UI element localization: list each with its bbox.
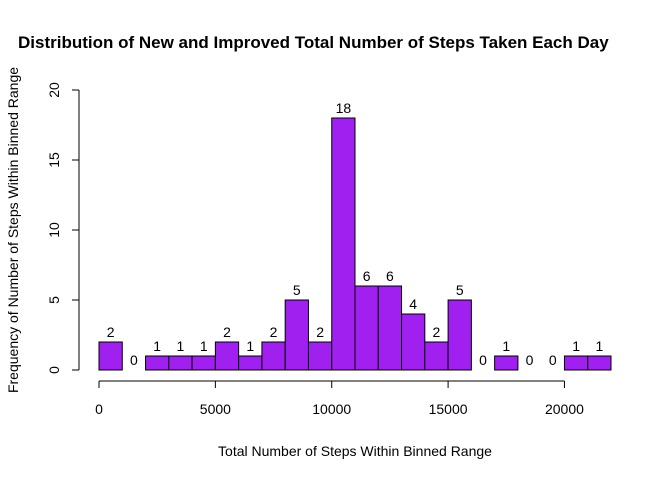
histogram-bar [307,341,333,371]
bar-data-label: 2 [107,324,115,340]
histogram-bar [331,117,356,371]
histogram-bar [494,355,519,371]
histogram-bar [354,285,379,371]
bar-data-label: 5 [456,282,464,298]
y-tick-label: 20 [46,82,62,98]
bar-data-label: 1 [153,338,161,354]
bar-data-label: 6 [386,268,394,284]
bar-data-label: 1 [572,338,580,354]
bar-data-label: 18 [336,100,352,116]
histogram-bar [214,341,240,371]
histogram-bar [261,341,286,371]
histogram-bar [238,355,263,371]
x-tick-label: 20000 [545,401,584,417]
bar-data-label: 0 [549,352,557,368]
bar-data-label: 2 [270,324,278,340]
x-tick-label: 0 [95,401,103,417]
bar-data-label: 5 [293,282,301,298]
x-tick-label: 15000 [429,401,468,417]
histogram-bar [587,355,612,371]
histogram-bar [98,341,123,371]
y-tick-label: 0 [46,366,62,374]
bar-data-label: 6 [363,268,371,284]
bar-data-label: 0 [526,352,534,368]
y-axis-label: Frequency of Number of Steps Within Binn… [5,67,21,393]
histogram-bar [377,285,403,371]
histogram-bar [424,341,449,371]
histogram-bar [447,299,472,371]
bar-data-label: 1 [200,338,208,354]
y-tick-label: 10 [46,222,62,238]
y-axis: 0 5 10 15 20 [46,82,80,374]
chart-title: Distribution of New and Improved Total N… [18,33,609,52]
bar-data-label: 1 [177,338,185,354]
histogram-bar [145,355,170,371]
x-axis-label: Total Number of Steps Within Binned Rang… [218,443,492,459]
y-tick-label: 15 [46,152,62,168]
x-tick-label: 10000 [312,401,351,417]
bar-data-label: 1 [246,338,254,354]
histogram-bar [168,355,193,371]
histogram-bar [191,355,216,371]
histogram-bar [284,299,309,371]
x-axis: 0 5000 10000 15000 20000 [95,380,584,417]
x-tick-label: 5000 [200,401,231,417]
bars-group [98,117,612,371]
histogram-bar [563,355,589,371]
bar-data-label: 2 [316,324,324,340]
bar-data-label: 2 [433,324,441,340]
bar-data-label: 2 [223,324,231,340]
bar-data-label: 0 [130,352,138,368]
bar-data-label: 1 [595,338,603,354]
histogram-bar [401,313,426,371]
bar-data-label: 0 [479,352,487,368]
bar-data-label: 1 [502,338,510,354]
bar-data-label: 4 [409,296,417,312]
y-tick-label: 5 [46,296,62,304]
